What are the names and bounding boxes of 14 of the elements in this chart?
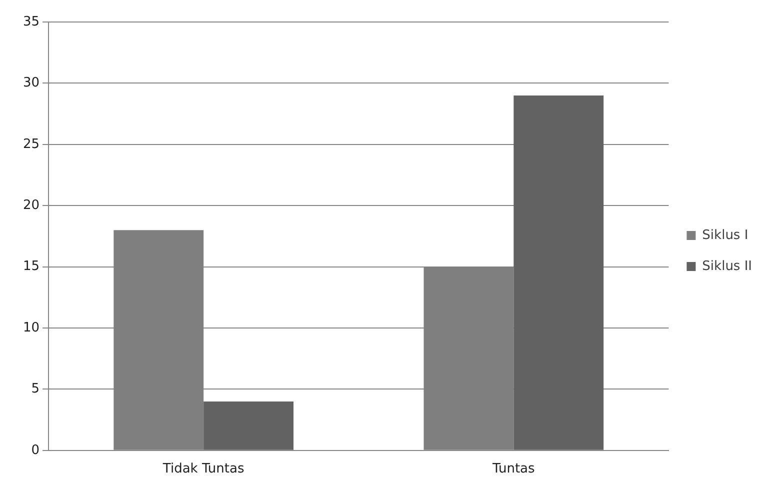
y-tick-label: 5	[31, 382, 40, 397]
x-tick-label: Tuntas	[492, 462, 536, 477]
bar	[204, 401, 294, 450]
y-tick-label: 25	[22, 136, 40, 152]
bar	[514, 95, 604, 450]
y-tick-label: 30	[22, 76, 40, 91]
x-tick-label: Tidak Tuntas	[162, 462, 244, 477]
y-tick-label: 35	[22, 14, 40, 30]
legend-label: Siklus II	[702, 258, 752, 274]
y-tick-label: 10	[22, 320, 40, 336]
legend-label: Siklus I	[702, 228, 748, 243]
y-tick-label: 0	[31, 442, 40, 458]
y-tick-label: 15	[22, 259, 40, 274]
y-tick-label: 20	[22, 198, 40, 213]
